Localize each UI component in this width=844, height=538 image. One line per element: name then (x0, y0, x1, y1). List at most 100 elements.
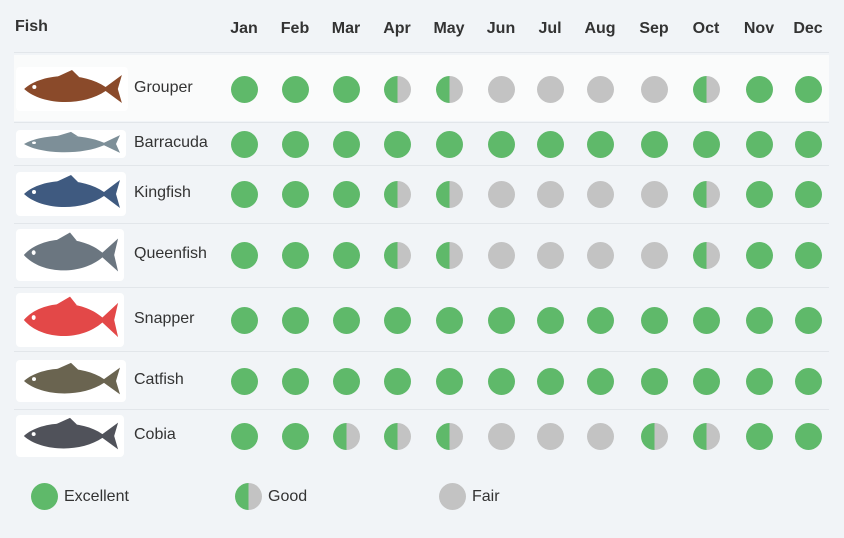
rating-dot-excellent (794, 241, 822, 269)
rating-dot-fair (487, 75, 515, 103)
fish-image (16, 360, 126, 402)
fish-row-cobia: Cobia (14, 410, 829, 462)
rating-dot-excellent (586, 306, 614, 334)
rating-dot-excellent (794, 180, 822, 208)
rating-dot-excellent (230, 75, 258, 103)
month-header-apr: Apr (383, 20, 411, 37)
rating-dot-excellent (230, 422, 258, 450)
fish-image (16, 172, 126, 216)
row-divider (14, 122, 829, 123)
month-header-may: May (433, 20, 465, 37)
fish-name: Snapper (134, 310, 195, 327)
rating-dot-excellent (230, 130, 258, 158)
fish-image (16, 130, 126, 158)
month-header-dec: Dec (793, 20, 823, 37)
rating-dot-fair (640, 241, 668, 269)
rating-dot-good (692, 75, 720, 103)
rating-dot-good (435, 180, 463, 208)
fish-image (16, 415, 124, 457)
fish-name: Grouper (134, 79, 193, 96)
rating-dot-excellent (692, 367, 720, 395)
fish-row-kingfish: Kingfish (14, 166, 829, 222)
rating-dot-fair (487, 180, 515, 208)
rating-dot-fair (586, 75, 614, 103)
rating-dot-fair (536, 180, 564, 208)
rating-dot-good (332, 422, 360, 450)
rating-dot-excellent (692, 130, 720, 158)
rating-dot-excellent (383, 130, 411, 158)
rating-dot-excellent (383, 306, 411, 334)
month-header-aug: Aug (584, 20, 616, 37)
rating-dot-good (692, 180, 720, 208)
rating-dot-excellent (794, 367, 822, 395)
rating-dot-excellent (536, 130, 564, 158)
rating-dot-excellent (281, 180, 309, 208)
rating-dot-excellent (745, 306, 773, 334)
fish-image (16, 293, 124, 347)
rating-dot-excellent (281, 422, 309, 450)
fish-image (16, 229, 124, 281)
rating-dot-fair (640, 75, 668, 103)
rating-dot-good (640, 422, 668, 450)
rating-dot-excellent (640, 130, 668, 158)
legend-excellent: Excellent (31, 483, 129, 510)
rating-dot-excellent (281, 306, 309, 334)
rating-dot-excellent (586, 367, 614, 395)
fish-image (16, 67, 128, 111)
rating-dot-excellent (487, 367, 515, 395)
rating-dot-excellent (281, 367, 309, 395)
rating-dot-excellent (230, 180, 258, 208)
row-divider (14, 287, 829, 288)
legend-label: Excellent (64, 487, 129, 505)
fish-row-snapper: Snapper (14, 288, 829, 350)
rating-dot-excellent (281, 130, 309, 158)
rating-dot-excellent (281, 75, 309, 103)
row-divider (14, 409, 829, 410)
fish-name: Barracuda (134, 134, 208, 151)
rating-dot-excellent (487, 306, 515, 334)
rating-dot-excellent (745, 130, 773, 158)
rating-dot-excellent (794, 306, 822, 334)
rating-dot-excellent (692, 306, 720, 334)
month-header-mar: Mar (331, 20, 361, 37)
month-header-feb: Feb (280, 20, 310, 37)
rating-dot-fair (487, 422, 515, 450)
rating-dot-excellent (332, 180, 360, 208)
rating-dot-good (692, 422, 720, 450)
month-header-jun: Jun (486, 20, 516, 37)
rating-dot-excellent (640, 367, 668, 395)
rating-dot-excellent (745, 180, 773, 208)
fish-name: Catfish (134, 371, 184, 388)
rating-dot-excellent (794, 75, 822, 103)
rating-dot-excellent (435, 306, 463, 334)
fish-column-header: Fish (15, 18, 48, 35)
rating-dot-good (383, 180, 411, 208)
rating-dot-excellent (794, 130, 822, 158)
rating-dot-fair (640, 180, 668, 208)
month-header-jan: Jan (230, 20, 258, 37)
rating-dot-fair (487, 241, 515, 269)
legend-good: Good (235, 483, 307, 510)
rating-dot-excellent (536, 367, 564, 395)
rating-dot-excellent (640, 306, 668, 334)
rating-dot-good (383, 75, 411, 103)
rating-dot-excellent (383, 367, 411, 395)
rating-dot-excellent (332, 367, 360, 395)
rating-dot-fair (536, 422, 564, 450)
rating-dot-fair (536, 241, 564, 269)
rating-dot-excellent (332, 306, 360, 334)
rating-dot-excellent (281, 241, 309, 269)
rating-dot-fair (586, 422, 614, 450)
rating-dot-good (435, 241, 463, 269)
rating-dot-excellent (332, 130, 360, 158)
rating-dot-fair (586, 180, 614, 208)
rating-dot-excellent (745, 367, 773, 395)
rating-dot-fair (586, 241, 614, 269)
month-header-jul: Jul (538, 20, 562, 37)
rating-dot-excellent (745, 422, 773, 450)
rating-dot-excellent (332, 241, 360, 269)
rating-dot-good (435, 422, 463, 450)
rating-dot-excellent (794, 422, 822, 450)
fish-row-catfish: Catfish (14, 352, 829, 408)
rating-dot-excellent (536, 306, 564, 334)
